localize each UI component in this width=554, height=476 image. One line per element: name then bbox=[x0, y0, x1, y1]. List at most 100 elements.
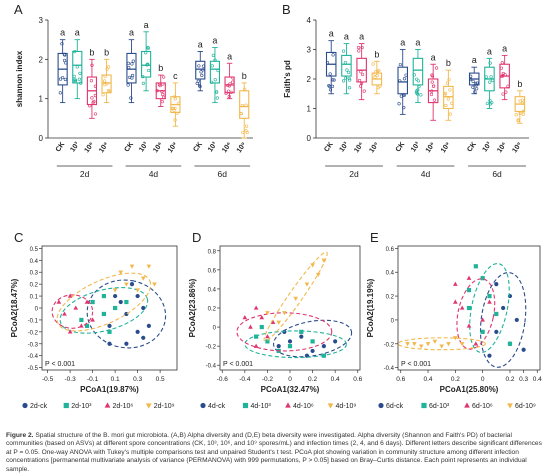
box-point bbox=[377, 68, 381, 73]
x-tick-label: 10⁶ bbox=[496, 141, 508, 154]
significance-letter: b bbox=[242, 71, 247, 81]
box-point bbox=[58, 77, 63, 81]
y-tick-label: -0.1 bbox=[28, 318, 39, 324]
legend: 2d-ck 2d-10³ 2d-10⁶ 2d-10⁹ bbox=[22, 402, 175, 410]
confidence-ellipse bbox=[273, 319, 353, 358]
box-point bbox=[348, 78, 352, 82]
box-point bbox=[474, 81, 478, 85]
box-2d-3: b 10⁹ bbox=[368, 49, 383, 154]
scatter-point bbox=[265, 339, 270, 344]
box-point bbox=[229, 90, 233, 94]
scatter-point bbox=[453, 281, 458, 286]
confidence-ellipse bbox=[51, 294, 94, 329]
box-point bbox=[73, 50, 77, 54]
scatter-point bbox=[473, 264, 478, 269]
box-point bbox=[416, 88, 420, 92]
scatter-point bbox=[79, 317, 84, 323]
legend-label: 2d-10⁶ bbox=[113, 403, 134, 410]
box-point bbox=[344, 76, 348, 80]
scatter-point bbox=[459, 305, 465, 310]
panel-label: D bbox=[192, 230, 201, 245]
box-point bbox=[430, 89, 434, 93]
y-tick-label: 4 bbox=[307, 16, 312, 25]
x-axis-label: PCoA1(19.87%) bbox=[80, 385, 139, 394]
box-2d-2: a 10⁶ bbox=[353, 32, 367, 154]
y-tick-label: 1 bbox=[307, 105, 312, 114]
series-c6 bbox=[51, 293, 95, 334]
scatter-point bbox=[141, 335, 146, 340]
p-value-label: P < 0.001 bbox=[223, 361, 253, 368]
significance-letter: b bbox=[89, 47, 94, 57]
significance-letter: a bbox=[400, 38, 405, 48]
box-point bbox=[131, 59, 135, 63]
box-point bbox=[471, 79, 475, 84]
x-tick-label: 0.4 bbox=[424, 376, 433, 383]
y-tick-label: 0 bbox=[391, 318, 395, 324]
scatter-point bbox=[321, 258, 327, 263]
scatter-point bbox=[453, 299, 458, 304]
scatter-point bbox=[259, 315, 265, 320]
box-point bbox=[227, 89, 231, 93]
box-body bbox=[72, 50, 83, 84]
x-tick-label: 10⁶ bbox=[221, 141, 233, 154]
y-tick-label: 0.4 bbox=[208, 287, 217, 293]
box-point bbox=[93, 112, 98, 116]
scatter-point bbox=[432, 339, 438, 344]
scatter-point bbox=[293, 296, 298, 301]
box-point bbox=[404, 73, 408, 77]
x-tick-label: 10³ bbox=[207, 141, 219, 154]
series-ck bbox=[273, 319, 353, 358]
scatter-point bbox=[118, 270, 124, 275]
box-point bbox=[75, 65, 79, 69]
box-point bbox=[378, 84, 382, 88]
legend-marker bbox=[104, 402, 111, 408]
y-tick-label: -0.4 bbox=[384, 366, 395, 372]
box-4d-0: a CK bbox=[124, 28, 137, 153]
box-point bbox=[432, 98, 437, 102]
y-tick-label: 0 bbox=[35, 307, 39, 313]
x-tick-label: 0.3 bbox=[519, 376, 528, 383]
box-point bbox=[130, 76, 134, 80]
scatter-point bbox=[140, 276, 146, 281]
box-point bbox=[243, 87, 247, 91]
significance-letter: a bbox=[415, 38, 420, 48]
box-point bbox=[173, 118, 177, 122]
scatter-point bbox=[254, 334, 259, 339]
y-tick-label: 0 bbox=[307, 134, 312, 143]
scatter-point bbox=[152, 282, 157, 287]
x-tick-label: -0.6 bbox=[217, 376, 229, 383]
confidence-ellipse bbox=[86, 279, 167, 349]
significance-letter: a bbox=[344, 32, 349, 42]
legend-marker bbox=[464, 402, 470, 408]
box-6d-0: a CK bbox=[192, 39, 206, 153]
legend-marker bbox=[145, 403, 152, 409]
box-point bbox=[216, 68, 220, 73]
box-point bbox=[102, 79, 107, 83]
scatter-point bbox=[501, 305, 506, 311]
scatter-point bbox=[253, 305, 259, 310]
box-point bbox=[198, 84, 202, 89]
scatter-point bbox=[494, 311, 499, 317]
box-point bbox=[62, 52, 66, 56]
box-point bbox=[402, 93, 406, 97]
plot-frame bbox=[397, 245, 541, 371]
scatter-point bbox=[487, 299, 492, 304]
box-point bbox=[177, 101, 181, 105]
box-point bbox=[430, 73, 434, 77]
x-tick-label: 0.6 bbox=[353, 376, 362, 383]
box-point bbox=[429, 92, 434, 96]
box-point bbox=[146, 62, 150, 66]
scatter-point bbox=[310, 339, 315, 344]
box-point bbox=[228, 82, 232, 86]
legend-label: 6d-10⁹ bbox=[515, 403, 536, 410]
y-axis-label: shannon index bbox=[15, 50, 24, 107]
confidence-ellipse bbox=[263, 251, 328, 342]
scatter-point bbox=[56, 299, 62, 304]
x-tick-label: 10⁶ bbox=[353, 141, 365, 154]
legend-label: 6d-10³ bbox=[429, 403, 450, 410]
p-value-label: P < 0.001 bbox=[401, 361, 431, 368]
scatter-point bbox=[118, 299, 123, 305]
box-point bbox=[521, 109, 525, 113]
scatter-point bbox=[412, 342, 417, 347]
box-point bbox=[357, 49, 361, 53]
